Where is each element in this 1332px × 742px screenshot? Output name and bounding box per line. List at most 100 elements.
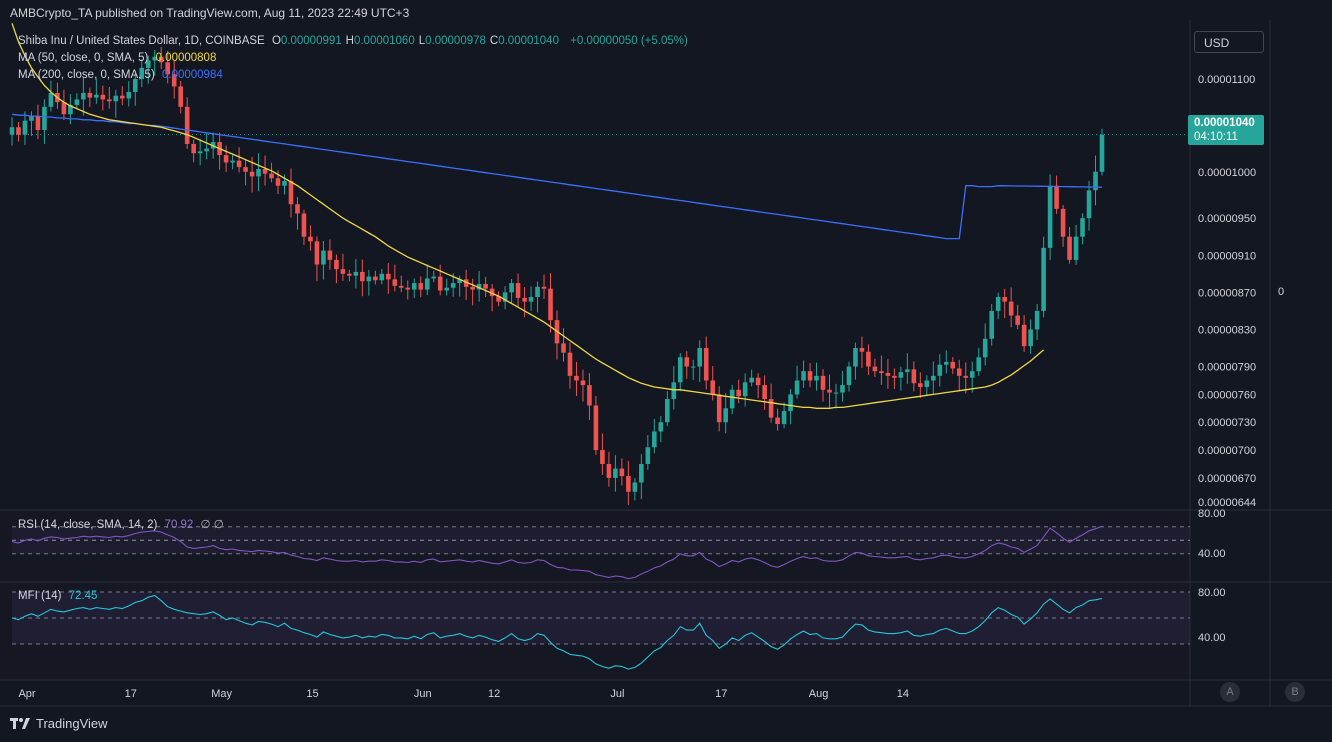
candle-body — [710, 380, 716, 395]
b-scale-button[interactable]: B — [1285, 682, 1305, 702]
candle-body — [119, 95, 125, 99]
candle-body — [405, 287, 411, 290]
rsi-legend[interactable]: RSI (14, close, SMA, 14, 2) 70.92 ∅ ∅ — [18, 517, 228, 531]
candle-body — [249, 171, 255, 177]
ma200-line-recent — [991, 185, 1103, 188]
rsi-tick-label: 40.00 — [1198, 548, 1226, 560]
ma50-label: MA (50, close, 0, SMA, 5) — [18, 52, 149, 64]
candle-body — [658, 422, 664, 432]
candle-body — [68, 104, 73, 115]
candle-body — [866, 351, 871, 367]
x-tick-label: May — [211, 688, 232, 700]
candle-body — [528, 296, 534, 302]
mfi-value: 72.45 — [68, 590, 98, 602]
ma200-value: 0.00000984 — [161, 69, 223, 81]
ma50-legend[interactable]: MA (50, close, 0, SMA, 5) 0.00000808 — [18, 52, 220, 64]
candle-body — [937, 364, 943, 376]
candle-body — [768, 399, 774, 418]
candle-body — [424, 278, 430, 290]
candle-body — [230, 160, 235, 163]
candle-body — [308, 236, 313, 242]
ma200-legend[interactable]: MA (200, close, 0, SMA, 5) 0.00000984 — [18, 69, 227, 81]
x-tick-label: 12 — [488, 688, 500, 700]
candle-body — [450, 283, 456, 288]
x-tick-label: Aug — [809, 688, 829, 700]
last-price-value: 0.00001040 — [1194, 117, 1255, 129]
candle-body — [645, 447, 651, 464]
candle-body — [639, 463, 644, 483]
candle-body — [781, 411, 787, 425]
candle-body — [113, 95, 119, 102]
candle-body — [139, 67, 145, 79]
candle-body — [431, 276, 437, 279]
candle-body — [502, 292, 508, 302]
publisher-line: AMBCrypto_TA published on TradingView.co… — [10, 6, 410, 20]
candle-body — [81, 92, 86, 100]
candle-body — [282, 181, 287, 186]
candle-body — [775, 417, 780, 425]
candle-body — [690, 366, 696, 368]
last-price-tag: 0.00001040 04:10:11 — [1188, 115, 1264, 145]
candle-body — [729, 389, 735, 409]
candle-body — [833, 392, 839, 394]
candle-body — [548, 288, 553, 321]
candle-body — [905, 369, 910, 373]
candle-body — [1047, 185, 1053, 248]
candle-body — [703, 348, 709, 381]
ohlc-value: 0.00001060 — [353, 35, 415, 47]
mfi-line — [11, 594, 1103, 670]
rsi-label: RSI (14, close, SMA, 14, 2) — [18, 519, 158, 531]
candle-body — [204, 148, 209, 152]
candle-body — [801, 371, 806, 381]
candle-body — [943, 361, 949, 365]
candle-body — [1008, 301, 1014, 316]
candle-body — [1080, 218, 1085, 237]
auto-scale-button[interactable]: A — [1220, 682, 1240, 702]
candle-body — [411, 283, 417, 290]
candle-body — [1034, 310, 1040, 330]
candle-body — [61, 102, 67, 115]
currency-selector[interactable]: USD — [1194, 31, 1264, 53]
candle-body — [664, 399, 670, 423]
candle-body — [29, 116, 34, 121]
y-tick-label: 0.00000760 — [1198, 389, 1256, 401]
candle-body — [827, 389, 832, 393]
candle-body — [911, 369, 917, 384]
candle-body — [684, 357, 690, 367]
candle-body — [697, 348, 703, 367]
candle-body — [1099, 134, 1105, 172]
candle-body — [963, 375, 969, 378]
candle-body — [1093, 171, 1098, 191]
rsi-band — [12, 526, 1190, 554]
candle-body — [1002, 296, 1007, 302]
candle-body — [593, 405, 599, 451]
mfi-legend[interactable]: MFI (14) 72.45 — [18, 590, 101, 602]
y-tick-label: 0.00000670 — [1198, 473, 1256, 485]
y-tick-label: 0.00001100 — [1198, 74, 1255, 86]
candle-body — [632, 482, 638, 492]
candle-body — [457, 279, 462, 284]
candle-body — [671, 382, 677, 400]
candle-body — [716, 394, 722, 423]
candle-body — [567, 352, 573, 376]
candle-body — [158, 56, 164, 63]
candle-body — [171, 74, 177, 87]
candle-body — [145, 60, 151, 68]
candle-body — [386, 273, 391, 280]
candle-body — [165, 62, 171, 75]
ohlc-label: O — [271, 35, 281, 47]
rsi-line — [11, 525, 1103, 580]
candle-body — [334, 259, 339, 270]
candle-body — [197, 151, 203, 154]
candle-body — [1041, 247, 1046, 311]
candle-body — [87, 92, 93, 98]
candle-body — [820, 375, 826, 390]
candle-body — [9, 127, 15, 135]
candle-body — [989, 310, 995, 339]
candle-body — [379, 273, 385, 281]
candle-body — [353, 271, 359, 276]
x-tick-label: 14 — [897, 688, 909, 700]
y-tick-label: 0.00000790 — [1198, 362, 1256, 374]
price-change: +0.00000050 (+5.05%) — [570, 35, 688, 47]
